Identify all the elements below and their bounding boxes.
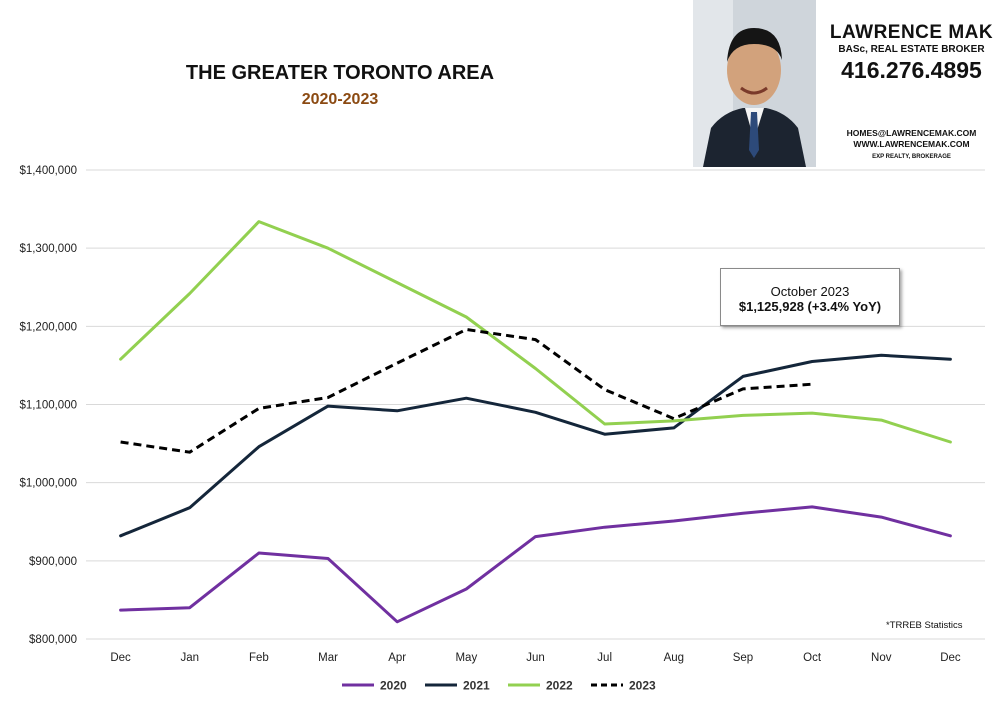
agent-name: LAWRENCE MAK <box>829 22 994 43</box>
y-axis-tick-labels: $800,000 $900,000 $1,000,000 $1,100,000 $1,2… <box>19 165 77 646</box>
x-tick-label: Apr <box>388 652 406 664</box>
series-lines <box>119 220 952 624</box>
gridlines <box>86 169 985 640</box>
chart-subtitle: 2020-2023 <box>301 91 379 108</box>
x-tick-label: May <box>455 652 477 664</box>
agent-photo <box>693 0 816 167</box>
x-tick-label: Dec <box>110 652 131 664</box>
x-tick-label: Jun <box>526 652 545 664</box>
agent-brokerage: EXP REALTY, BROKERAGE <box>872 154 951 160</box>
x-tick-label: Feb <box>249 652 269 664</box>
x-axis-tick-labels: Dec Jan Feb Mar Apr May Jun Jul Aug Sep Oct Nov Dec <box>110 652 961 664</box>
agent-contact-card: LAWRENCE MAK BASc, REAL ESTATE BROKER 41… <box>824 0 999 167</box>
legend-label-2021: 2021 <box>463 679 490 693</box>
series-line-2022 <box>119 220 952 444</box>
agent-credentials: BASc, REAL ESTATE BROKER <box>838 44 985 55</box>
y-tick-label: $1,300,000 <box>19 243 77 255</box>
x-tick-label: Oct <box>803 652 822 664</box>
source-note: *TRREB Statistics <box>886 620 963 631</box>
agent-website: WWW.LAWRENCEMAK.COM <box>853 139 970 149</box>
series-line-2020 <box>119 505 952 624</box>
callout-title: October 2023 <box>770 284 850 299</box>
y-tick-label: $900,000 <box>29 556 77 568</box>
x-tick-label: Jul <box>597 652 612 664</box>
chart-title: THE GREATER TORONTO AREA <box>185 62 495 84</box>
x-tick-label: Sep <box>733 652 753 664</box>
x-tick-label: Aug <box>664 652 684 664</box>
legend-label-2023: 2023 <box>629 679 656 693</box>
series-line-2021 <box>119 353 952 538</box>
x-tick-label: Mar <box>318 652 338 664</box>
x-tick-label: Dec <box>940 652 961 664</box>
callout-value: $1,125,928 (+3.4% YoY) <box>738 299 882 314</box>
y-tick-label: $1,100,000 <box>19 400 77 412</box>
october-callout-box: October 2023 $1,125,928 (+3.4% YoY) <box>720 268 900 326</box>
legend-label-2022: 2022 <box>546 679 573 693</box>
legend: 2020 2021 2022 2023 <box>342 679 656 693</box>
x-tick-label: Nov <box>871 652 892 664</box>
y-tick-label: $1,400,000 <box>19 165 77 177</box>
y-tick-label: $800,000 <box>29 634 77 646</box>
agent-email: HOMES@LAWRENCEMAK.COM <box>846 128 977 138</box>
y-tick-label: $1,200,000 <box>19 321 77 333</box>
series-line-2023 <box>120 328 813 454</box>
legend-label-2020: 2020 <box>380 679 407 693</box>
x-tick-label: Jan <box>180 652 199 664</box>
y-tick-label: $1,000,000 <box>19 478 77 490</box>
agent-phone: 416.276.4895 <box>841 57 982 83</box>
agent-portrait-image <box>693 0 816 167</box>
